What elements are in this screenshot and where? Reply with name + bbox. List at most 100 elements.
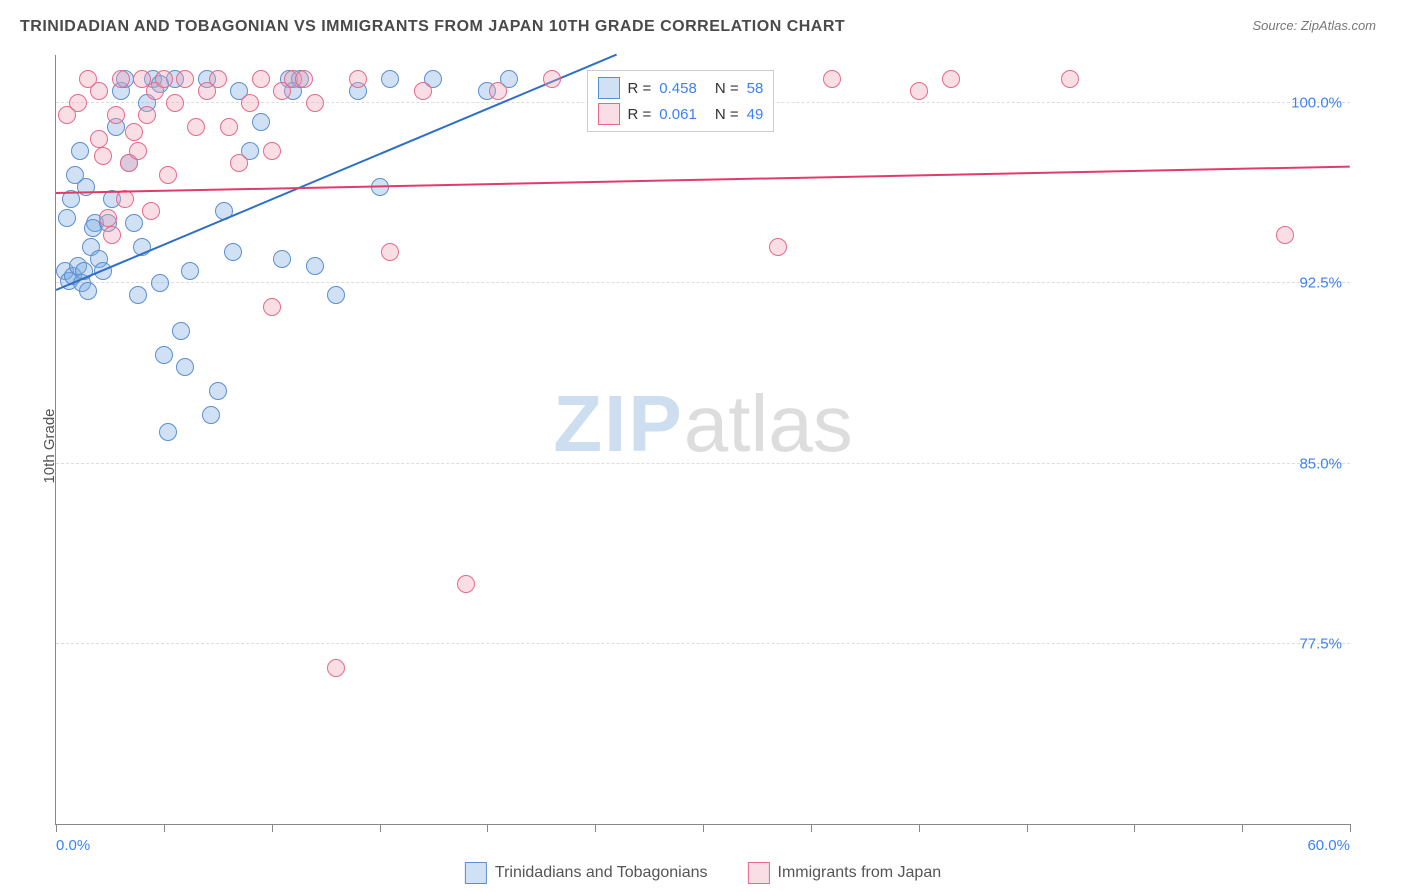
scatter-point [103, 226, 121, 244]
legend-item-series-0: Trinidadians and Tobagonians [465, 862, 708, 884]
scatter-point [769, 238, 787, 256]
scatter-point [224, 243, 242, 261]
scatter-point [155, 346, 173, 364]
legend-n-value: 49 [747, 106, 764, 123]
scatter-point [263, 142, 281, 160]
legend-swatch-icon [598, 103, 620, 125]
scatter-point [90, 82, 108, 100]
scatter-point [94, 147, 112, 165]
scatter-point [414, 82, 432, 100]
correlation-legend: R = 0.458 N = 58 R = 0.061 N = 49 [587, 70, 775, 132]
trend-line [56, 53, 617, 290]
scatter-point [252, 113, 270, 131]
legend-n-value: 58 [747, 80, 764, 97]
legend-n-label: N = [715, 80, 739, 97]
y-tick-label: 77.5% [1299, 635, 1342, 652]
scatter-point [381, 243, 399, 261]
x-tick [1242, 824, 1243, 832]
legend-r-value: 0.458 [659, 80, 697, 97]
scatter-point [176, 70, 194, 88]
legend-label: Trinidadians and Tobagonians [495, 864, 708, 882]
x-tick [1027, 824, 1028, 832]
watermark: ZIPatlas [553, 378, 852, 470]
scatter-point [125, 214, 143, 232]
x-tick [811, 824, 812, 832]
scatter-point [209, 70, 227, 88]
scatter-point [107, 106, 125, 124]
scatter-point [1276, 226, 1294, 244]
scatter-point [1061, 70, 1079, 88]
scatter-point [116, 190, 134, 208]
legend-r-value: 0.061 [659, 106, 697, 123]
scatter-point [381, 70, 399, 88]
scatter-point [166, 94, 184, 112]
scatter-point [187, 118, 205, 136]
scatter-point [142, 202, 160, 220]
legend-r-label: R = [628, 106, 652, 123]
x-tick [595, 824, 596, 832]
scatter-point [155, 70, 173, 88]
legend-label: Immigrants from Japan [778, 864, 942, 882]
scatter-point [910, 82, 928, 100]
gridline [56, 643, 1350, 644]
legend-swatch-icon [748, 862, 770, 884]
scatter-point [172, 322, 190, 340]
scatter-point [823, 70, 841, 88]
scatter-point [99, 209, 117, 227]
gridline [56, 463, 1350, 464]
scatter-point [942, 70, 960, 88]
x-tick [380, 824, 381, 832]
scatter-point [79, 282, 97, 300]
scatter-point [327, 286, 345, 304]
scatter-point [202, 406, 220, 424]
scatter-point [58, 209, 76, 227]
scatter-point [295, 70, 313, 88]
gridline [56, 282, 1350, 283]
scatter-point [306, 257, 324, 275]
scatter-point [159, 166, 177, 184]
x-tick [1350, 824, 1351, 832]
legend-row: R = 0.458 N = 58 [598, 75, 764, 101]
scatter-point [125, 123, 143, 141]
scatter-point [181, 262, 199, 280]
legend-r-label: R = [628, 80, 652, 97]
scatter-point [90, 130, 108, 148]
scatter-point [230, 154, 248, 172]
scatter-point [138, 106, 156, 124]
x-tick [1134, 824, 1135, 832]
scatter-point [349, 70, 367, 88]
scatter-point [220, 118, 238, 136]
x-tick [56, 824, 57, 832]
bottom-legend: Trinidadians and Tobagonians Immigrants … [465, 862, 941, 884]
x-tick [703, 824, 704, 832]
x-max-label: 60.0% [1307, 837, 1350, 854]
scatter-point [306, 94, 324, 112]
scatter-point [129, 286, 147, 304]
scatter-point [241, 94, 259, 112]
scatter-point [543, 70, 561, 88]
scatter-plot-area: ZIPatlas 100.0%92.5%85.0%77.5%0.0%60.0%R… [55, 55, 1350, 825]
x-min-label: 0.0% [56, 837, 90, 854]
scatter-point [112, 70, 130, 88]
x-tick [272, 824, 273, 832]
scatter-point [457, 575, 475, 593]
y-tick-label: 85.0% [1299, 455, 1342, 472]
legend-item-series-1: Immigrants from Japan [748, 862, 942, 884]
y-tick-label: 100.0% [1291, 95, 1342, 112]
x-tick [919, 824, 920, 832]
legend-swatch-icon [465, 862, 487, 884]
scatter-point [151, 274, 169, 292]
chart-title: TRINIDADIAN AND TOBAGONIAN VS IMMIGRANTS… [20, 18, 845, 36]
scatter-point [252, 70, 270, 88]
scatter-point [176, 358, 194, 376]
legend-row: R = 0.061 N = 49 [598, 101, 764, 127]
scatter-point [209, 382, 227, 400]
legend-n-label: N = [715, 106, 739, 123]
scatter-point [71, 142, 89, 160]
y-tick-label: 92.5% [1299, 275, 1342, 292]
scatter-point [129, 142, 147, 160]
scatter-point [69, 94, 87, 112]
x-tick [487, 824, 488, 832]
scatter-point [263, 298, 281, 316]
legend-swatch-icon [598, 77, 620, 99]
